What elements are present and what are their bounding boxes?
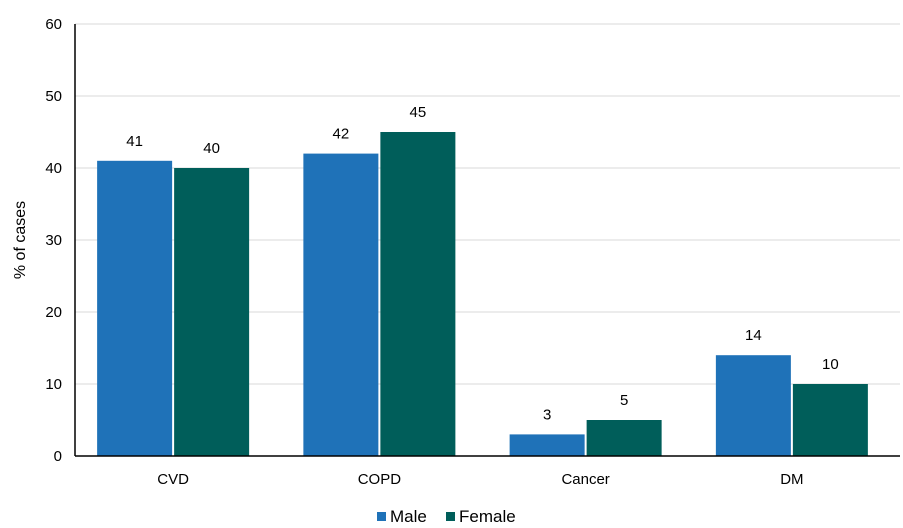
x-tick-label-cvd: CVD <box>157 471 189 488</box>
legend-swatch-male <box>377 512 386 521</box>
y-tick-label-20: 20 <box>45 304 62 321</box>
y-tick-label-30: 30 <box>45 232 62 249</box>
bar-female-dm <box>792 384 868 456</box>
data-label-male-copd: 42 <box>333 126 350 143</box>
legend: Male Female <box>377 507 516 526</box>
bar-male-dm <box>715 355 791 456</box>
bar-female-cancer <box>586 420 662 456</box>
legend-label-male: Male <box>390 507 427 526</box>
y-tick-label-10: 10 <box>45 376 62 393</box>
y-tick-label-50: 50 <box>45 88 62 105</box>
data-label-female-dm: 10 <box>822 356 839 373</box>
y-tick-label-0: 0 <box>54 448 62 465</box>
bar-male-cancer <box>509 434 585 456</box>
bar-male-cvd <box>97 160 173 457</box>
x-tick-label-dm: DM <box>780 471 803 488</box>
bar-female-cvd <box>174 168 250 456</box>
data-labels: 41 40 42 45 3 5 14 10 <box>126 104 838 423</box>
y-tick-label-40: 40 <box>45 160 62 177</box>
data-label-male-cvd: 41 <box>126 133 143 150</box>
bar-female-copd <box>380 132 456 456</box>
legend-label-female: Female <box>459 507 516 526</box>
bars <box>97 132 868 457</box>
data-label-male-dm: 14 <box>745 327 762 344</box>
x-tick-label-cancer: Cancer <box>561 471 609 488</box>
y-tick-label-60: 60 <box>45 16 62 33</box>
axes <box>74 24 900 457</box>
bar-male-copd <box>303 153 379 456</box>
y-axis-title: % of cases <box>12 201 29 279</box>
y-tick-labels: 0 10 20 30 40 50 60 <box>45 16 62 465</box>
data-label-female-cancer: 5 <box>620 392 628 409</box>
data-label-male-cancer: 3 <box>543 406 551 423</box>
x-tick-labels: CVD COPD Cancer DM <box>157 471 803 488</box>
x-tick-label-copd: COPD <box>358 471 402 488</box>
data-label-female-cvd: 40 <box>203 140 220 157</box>
legend-swatch-female <box>446 512 455 521</box>
data-label-female-copd: 45 <box>410 104 427 121</box>
